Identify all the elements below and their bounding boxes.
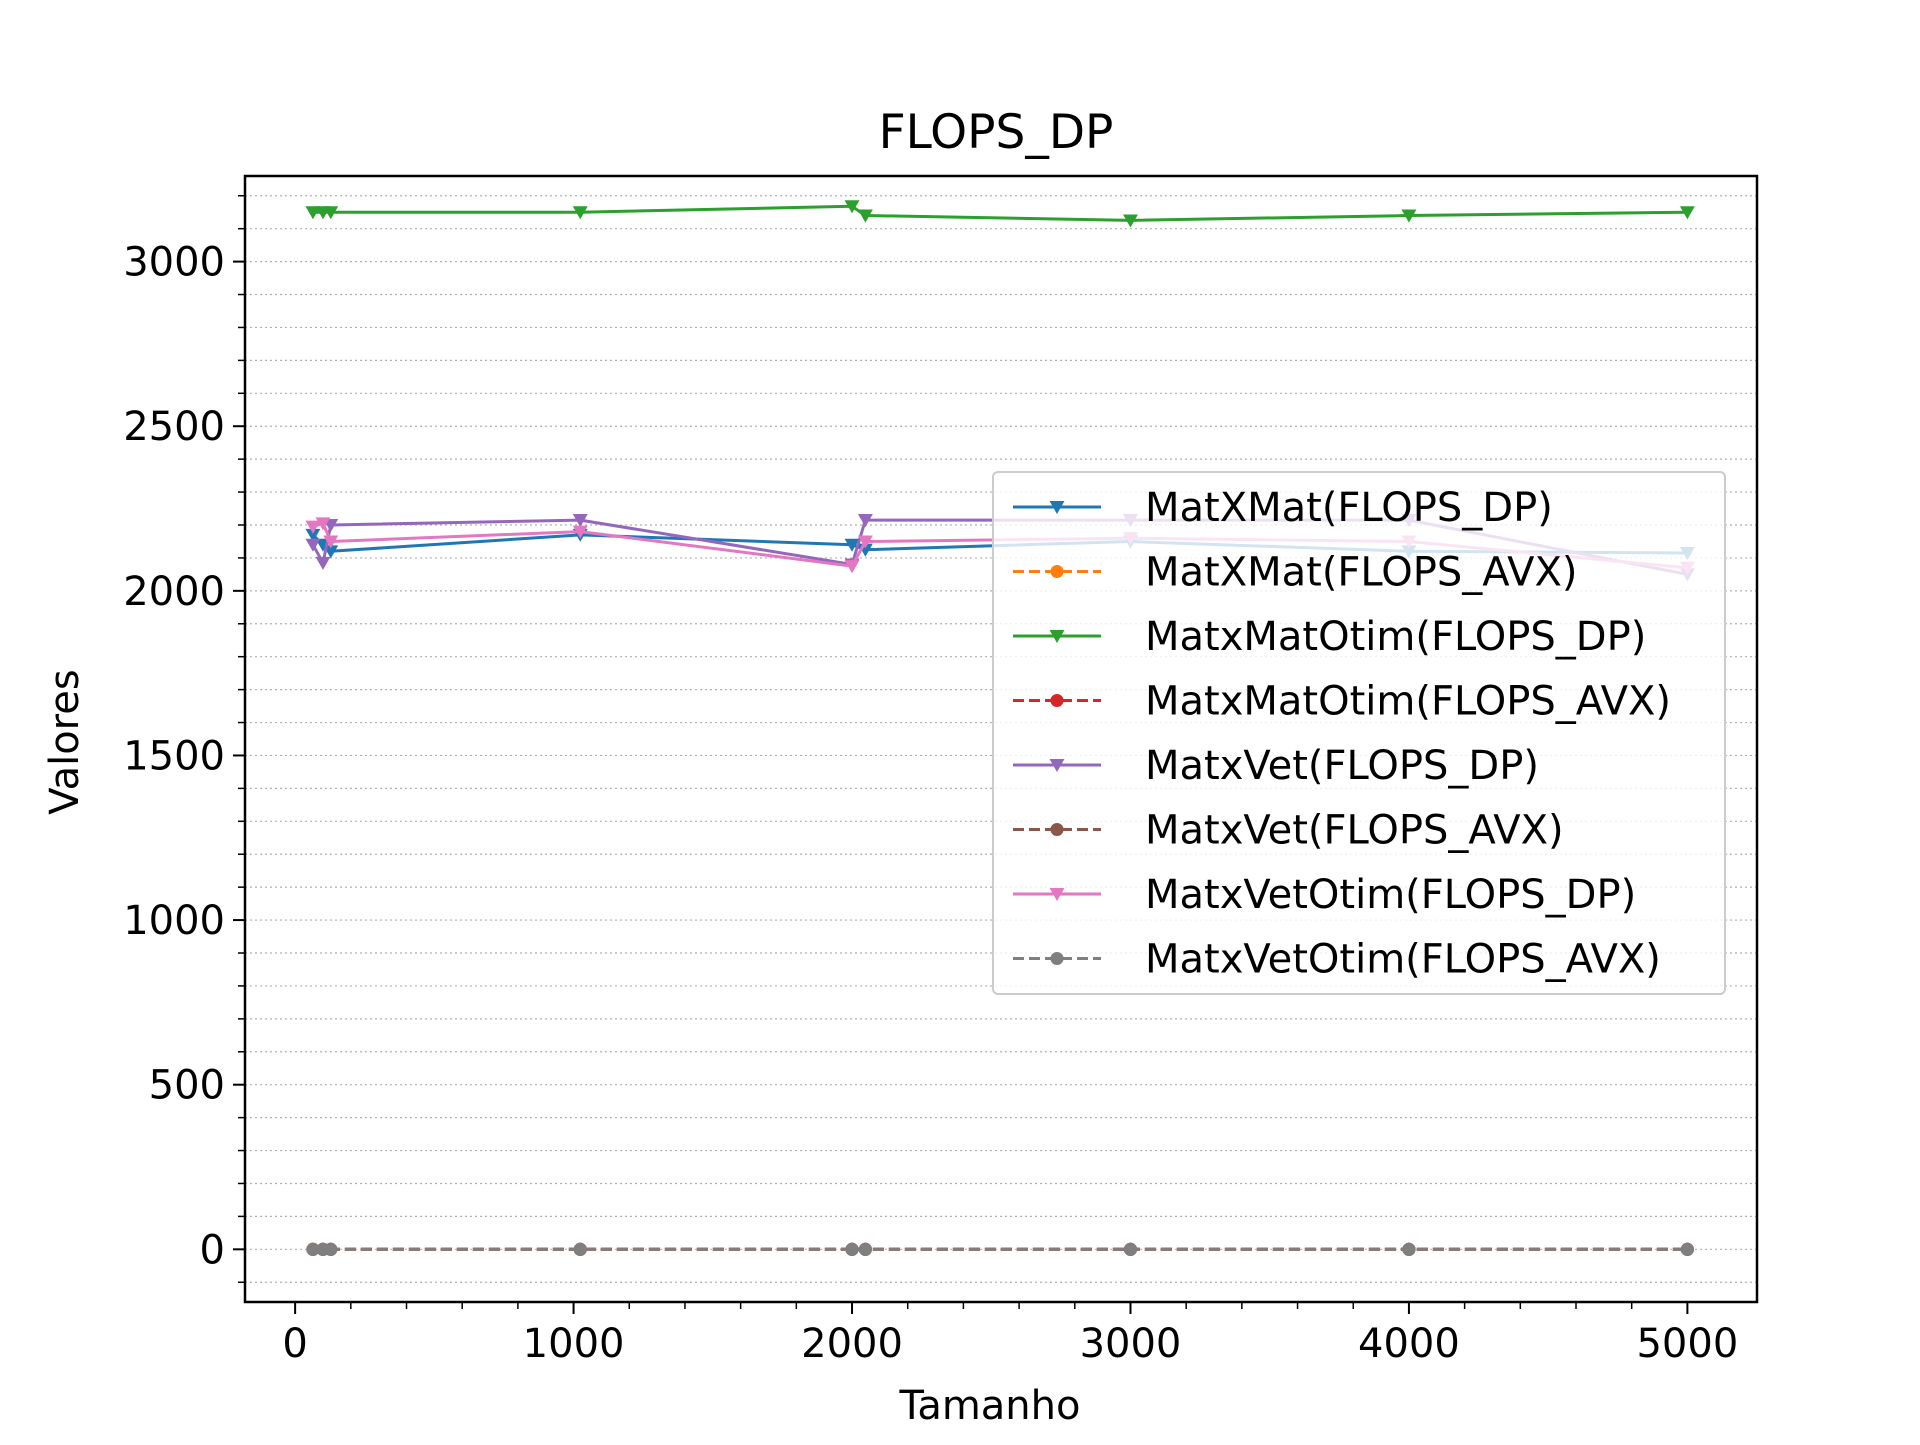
- legend-label: MatxMatOtim(FLOPS_DP): [1145, 614, 1646, 660]
- data-point: [1049, 630, 1065, 644]
- data-point: [1402, 1242, 1416, 1256]
- y-tick-label: 0: [200, 1227, 225, 1273]
- data-point: [1123, 214, 1138, 228]
- y-tick-label: 2000: [123, 569, 225, 615]
- data-point: [315, 556, 331, 570]
- legend-label: MatxVet(FLOPS_AVX): [1145, 808, 1564, 854]
- y-tick-label: 1000: [123, 898, 225, 944]
- data-point: [1050, 822, 1064, 837]
- y-tick-label: 500: [149, 1063, 225, 1109]
- data-point: [1049, 888, 1065, 902]
- y-axis-title: Valores: [42, 669, 88, 814]
- x-axis-title: Tamanho: [899, 1383, 1081, 1429]
- data-point: [572, 525, 588, 539]
- data-point: [315, 517, 331, 531]
- data-point: [1049, 501, 1065, 515]
- legend-label: MatxVetOtim(FLOPS_AVX): [1145, 937, 1661, 983]
- x-tick-label: 1000: [523, 1321, 625, 1367]
- legend-label: MatxVet(FLOPS_DP): [1145, 743, 1539, 789]
- data-point: [858, 1242, 872, 1256]
- y-tick-label: 2500: [123, 404, 225, 450]
- legend-entry: MatXMat(FLOPS_AVX): [1013, 550, 1577, 596]
- data-point: [305, 206, 321, 220]
- data-point: [1679, 206, 1695, 220]
- chart-title: FLOPS_DP: [879, 105, 1114, 160]
- data-point: [857, 209, 873, 223]
- data-point: [572, 514, 588, 528]
- data-point: [323, 206, 339, 220]
- legend-entry: MatxMatOtim(FLOPS_DP): [1013, 614, 1646, 660]
- legend: MatXMat(FLOPS_DP) MatXMat(FLOPS_AVX) MatxM…: [992, 471, 1726, 995]
- plot-frame: [243, 174, 1759, 1304]
- legend-entry: MatxMatOtim(FLOPS_AVX): [1013, 679, 1671, 725]
- data-point: [305, 520, 321, 534]
- data-point: [324, 1242, 338, 1256]
- x-tick-label: 3000: [1080, 1321, 1182, 1367]
- data-point: [323, 535, 339, 549]
- legend-entry: MatxVet(FLOPS_AVX): [1013, 808, 1564, 854]
- x-tick-label: 5000: [1636, 1321, 1738, 1367]
- data-point: [1050, 564, 1064, 579]
- legend-label: MatxMatOtim(FLOPS_AVX): [1145, 679, 1671, 725]
- legend-label: MatXMat(FLOPS_DP): [1145, 485, 1553, 531]
- data-point: [844, 560, 860, 574]
- legend-entry: MatXMat(FLOPS_DP): [1013, 485, 1553, 531]
- x-tick-label: 4000: [1358, 1321, 1460, 1367]
- legend-label: MatXMat(FLOPS_AVX): [1145, 550, 1577, 596]
- data-point: [1401, 209, 1417, 223]
- data-point: [1123, 1242, 1138, 1256]
- y-tick-label: 1500: [123, 733, 225, 779]
- legend-entry: MatxVet(FLOPS_DP): [1013, 743, 1539, 789]
- x-tick-label: 0: [282, 1321, 307, 1367]
- data-point: [857, 514, 873, 528]
- legend-label: MatxVetOtim(FLOPS_DP): [1145, 872, 1636, 918]
- legend-box: [992, 471, 1726, 995]
- axes: 0 1000 2000 3000 4000 5000 0 500 1000 1500 2000 250…: [123, 174, 1759, 1367]
- series: [305, 200, 1695, 228]
- legend-entry: MatxVetOtim(FLOPS_DP): [1013, 872, 1636, 918]
- y-tick-label: 3000: [123, 240, 225, 286]
- data-point: [844, 200, 860, 214]
- data-point: [1050, 951, 1064, 966]
- data-point: [1049, 759, 1065, 773]
- series: [306, 1242, 1694, 1256]
- data-point: [857, 535, 873, 549]
- data-point: [572, 206, 588, 220]
- data-point: [305, 538, 321, 552]
- legend-entry: MatxVetOtim(FLOPS_AVX): [1013, 937, 1661, 983]
- data-point: [1680, 1242, 1694, 1256]
- data-point: [1050, 693, 1064, 708]
- data-point: [845, 1242, 859, 1256]
- x-tick-label: 2000: [801, 1321, 903, 1367]
- data-point: [844, 538, 860, 552]
- data-point: [573, 1242, 587, 1256]
